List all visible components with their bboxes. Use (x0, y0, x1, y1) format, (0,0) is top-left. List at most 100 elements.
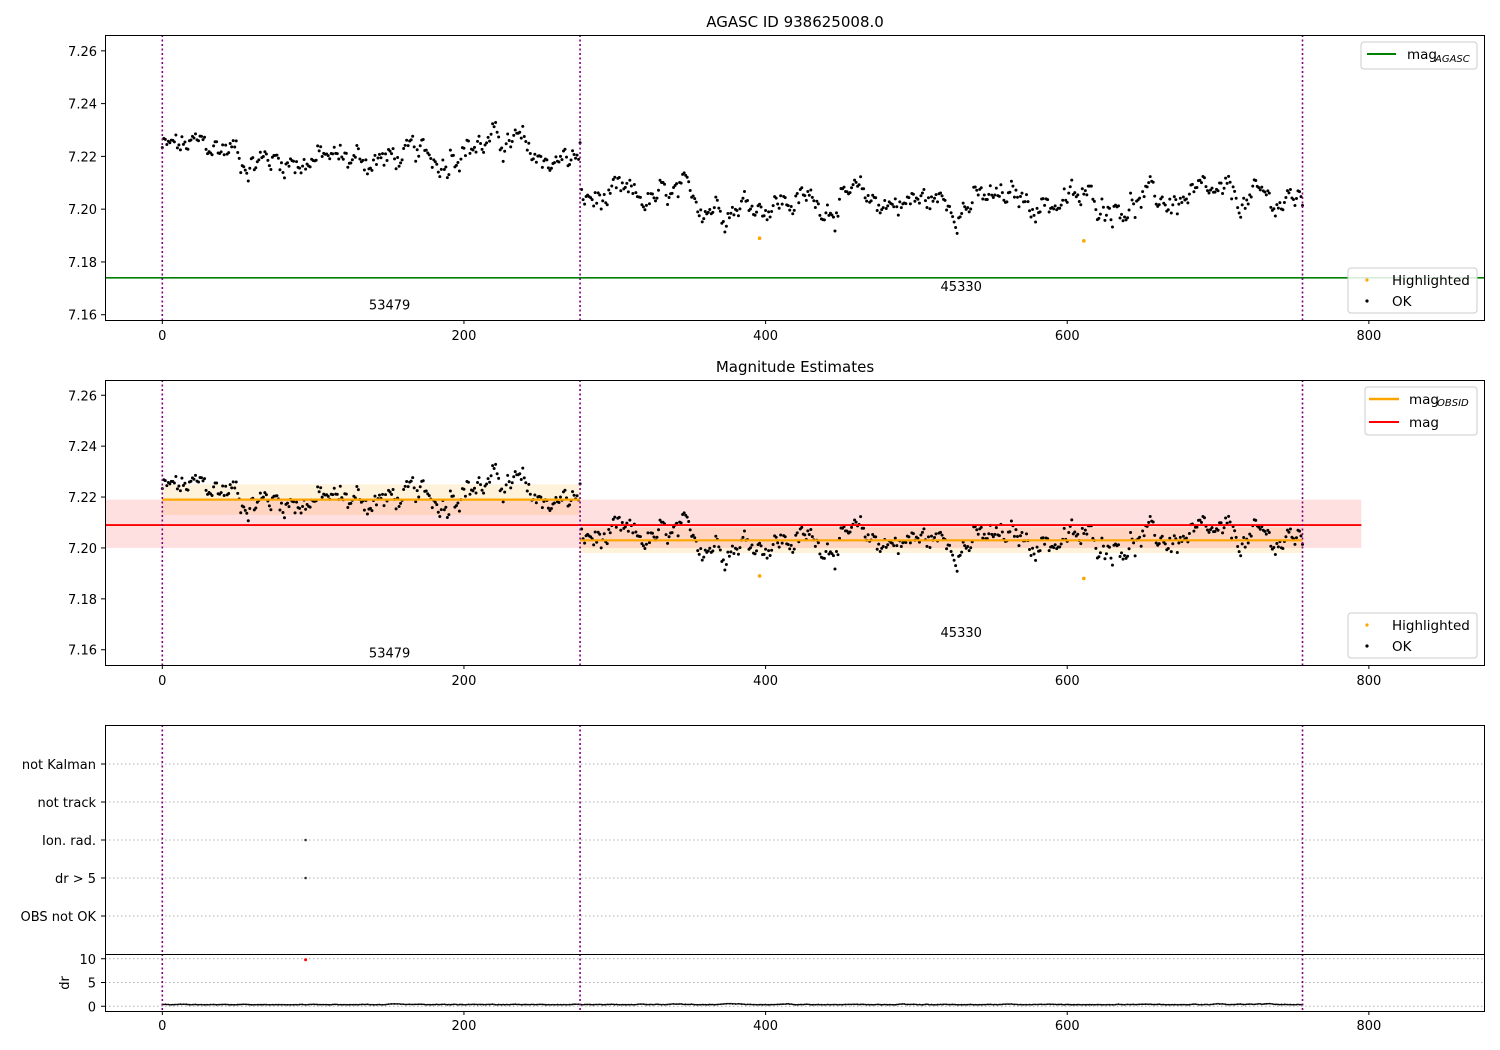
data-point-ok (563, 488, 567, 492)
data-point-ok (960, 212, 964, 216)
data-point-ok (706, 210, 710, 214)
data-point-ok (730, 205, 734, 209)
dr-point (1242, 1003, 1245, 1006)
data-point-ok (878, 550, 882, 554)
dr-point (1278, 1003, 1281, 1006)
data-point-ok (279, 501, 283, 505)
data-point-ok (727, 216, 731, 220)
dr-point (1164, 1003, 1167, 1006)
data-point-ok (264, 152, 268, 156)
dr-point (926, 1003, 928, 1006)
dr-point (669, 1003, 672, 1006)
data-point-ok (608, 191, 612, 195)
data-point-ok (810, 535, 814, 539)
data-point-ok (1287, 530, 1291, 534)
data-point-ok (687, 180, 691, 184)
data-point-ok (456, 501, 460, 505)
data-point-ok (269, 168, 273, 172)
data-point-ok (1192, 190, 1196, 194)
data-point-ok (1276, 206, 1280, 210)
data-point-ok (969, 207, 973, 211)
dr-point (354, 1003, 357, 1006)
data-point-ok (474, 491, 478, 495)
dr-point (232, 1003, 235, 1006)
dr-point (1226, 1003, 1228, 1006)
dr-point (174, 1003, 177, 1006)
data-point-ok (1278, 201, 1282, 205)
data-point-ok (178, 489, 182, 493)
data-point-ok (602, 532, 606, 536)
legend-label-mag-obsid: mag (1409, 392, 1439, 408)
data-point-ok (755, 210, 759, 214)
data-point-ok (377, 152, 381, 156)
dr-point (542, 1003, 545, 1006)
data-point-ok (753, 213, 757, 217)
dr-point (435, 1003, 438, 1006)
dr-point (503, 1003, 506, 1006)
data-point-ok (1002, 198, 1006, 202)
data-point-ok (451, 494, 455, 498)
dr-point (256, 1003, 259, 1006)
dr-point (639, 1003, 642, 1006)
data-point-ok (592, 543, 596, 547)
data-point-ok (210, 153, 214, 157)
data-point-ok (412, 145, 416, 149)
dr-point (469, 1003, 471, 1006)
data-point-ok (643, 547, 647, 551)
dr-point (429, 1003, 432, 1006)
dr-point (847, 1003, 850, 1006)
data-point-ok (1273, 214, 1277, 218)
y-tick-label: 5 (88, 977, 96, 992)
dr-point (291, 1003, 293, 1006)
dr-point (360, 1003, 363, 1006)
dr-point (1260, 1003, 1263, 1006)
data-point-ok (1000, 530, 1004, 534)
data-point-ok (405, 138, 409, 142)
data-point-ok (264, 493, 268, 497)
dr-point (562, 1003, 565, 1006)
dr-point (769, 1003, 772, 1006)
data-point-ok (282, 516, 286, 520)
data-point-ok (1130, 198, 1134, 202)
data-point-ok (949, 549, 953, 553)
data-point-ok (786, 543, 790, 547)
dr-point (631, 1003, 634, 1006)
data-point-ok (693, 536, 697, 540)
data-point-ok (812, 199, 816, 203)
data-point-ok (442, 508, 446, 512)
dr-point (1218, 1003, 1221, 1005)
data-point-ok (370, 168, 374, 172)
data-point-ok (1070, 178, 1074, 182)
dr-point (1123, 1003, 1126, 1006)
data-point-ok (539, 495, 543, 499)
data-point-ok (818, 213, 822, 217)
data-point-ok (338, 484, 342, 488)
data-point-ok (687, 519, 691, 523)
dr-point (253, 1003, 256, 1006)
dr-point (380, 1003, 382, 1006)
data-point-ok (851, 183, 855, 187)
dr-point (1132, 1003, 1135, 1006)
dr-point (959, 1003, 962, 1006)
dr-point (330, 1003, 333, 1006)
data-point-ok (1008, 190, 1012, 194)
data-point-ok (1028, 209, 1032, 213)
dr-point (567, 1003, 569, 1006)
dr-point (294, 1003, 296, 1006)
data-point-ok (1059, 203, 1063, 207)
data-point-ok (779, 533, 783, 537)
data-point-ok (491, 464, 495, 468)
legend-dot-ok (1365, 644, 1369, 648)
data-point-ok (789, 204, 793, 208)
data-point-ok (492, 466, 496, 470)
dr-point (1194, 1003, 1197, 1006)
data-point-ok (1009, 519, 1013, 523)
data-point-ok (1032, 213, 1036, 217)
data-point-ok (518, 130, 522, 134)
data-point-ok (632, 182, 636, 186)
data-point-ok (845, 529, 849, 533)
data-point-ok (776, 202, 780, 206)
data-point-ok (527, 141, 531, 145)
dr-point (544, 1003, 547, 1006)
flag-label: OBS not OK (21, 910, 97, 925)
